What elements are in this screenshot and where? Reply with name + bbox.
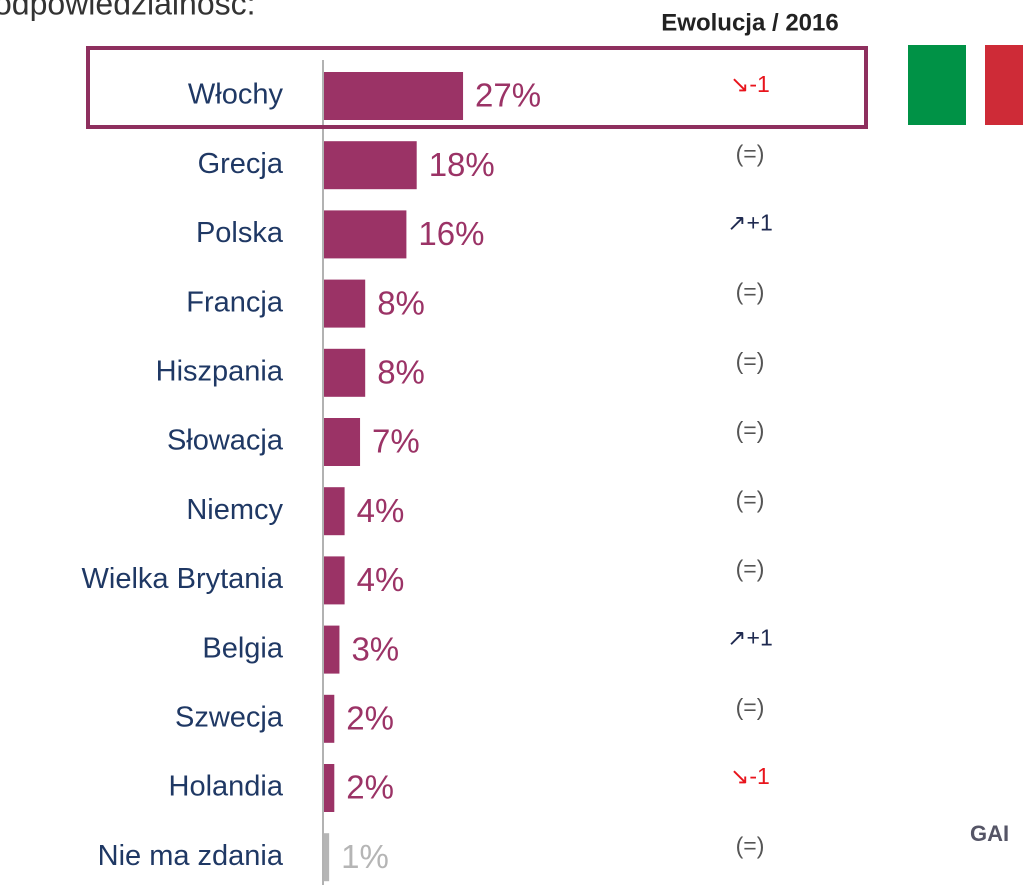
evolution-label: ↘-1: [730, 763, 770, 789]
category-label: Słowacja: [167, 425, 284, 457]
category-label: Polska: [196, 217, 284, 249]
value-label: 4%: [357, 561, 405, 598]
evolution-label: (=): [736, 279, 765, 305]
category-label: Włochy: [188, 79, 284, 111]
value-label: 2%: [346, 769, 394, 806]
category-label: Holandia: [169, 771, 284, 803]
evolution-label: (=): [736, 140, 765, 166]
evolution-label: ↗+1: [727, 625, 773, 651]
bar: [324, 556, 345, 605]
category-label: Grecja: [198, 148, 284, 180]
highlight-box: [86, 46, 868, 129]
bar: [324, 210, 407, 259]
value-label: 2%: [346, 700, 394, 737]
evolution-label: ↗+1: [727, 209, 773, 235]
evolution-label: (=): [736, 486, 765, 512]
evolution-label: (=): [736, 555, 765, 581]
category-label: Niemcy: [186, 494, 283, 526]
bar: [324, 418, 361, 466]
evolution-label: ↘-1: [730, 71, 770, 97]
bar: [324, 764, 335, 812]
value-label: 18%: [429, 146, 495, 183]
bar: [324, 833, 330, 882]
category-label: Nie ma zdania: [98, 840, 284, 872]
category-label: Francja: [186, 286, 284, 318]
bar: [324, 625, 340, 674]
evolution-label: (=): [736, 694, 765, 720]
value-label: 4%: [357, 492, 405, 529]
category-label: Szwecja: [175, 701, 284, 733]
value-label: 1%: [341, 838, 389, 875]
value-label: 16%: [418, 215, 484, 252]
evolution-header: Ewolucja / 2016: [661, 9, 838, 36]
bar: [324, 279, 366, 328]
value-label: 7%: [372, 423, 420, 460]
logo: GAI: [970, 821, 1009, 846]
category-label: Wielka Brytania: [82, 563, 284, 595]
evolution-label: (=): [736, 832, 765, 858]
value-label: 8%: [377, 284, 425, 321]
evolution-label: (=): [736, 348, 765, 374]
bar: [324, 348, 366, 397]
evolution-label: (=): [736, 417, 765, 443]
bar: [324, 141, 417, 190]
flag-red: [985, 45, 1023, 125]
flag-green: [908, 45, 966, 125]
bar: [324, 694, 335, 743]
value-label: 8%: [377, 354, 425, 391]
subtitle: odpowiedzialność:: [0, 0, 256, 21]
bar: [324, 72, 464, 120]
value-label: 27%: [475, 77, 541, 114]
value-label: 3%: [351, 630, 399, 667]
category-label: Belgia: [202, 632, 283, 664]
bar: [324, 487, 345, 536]
category-label: Hiszpania: [156, 355, 284, 387]
